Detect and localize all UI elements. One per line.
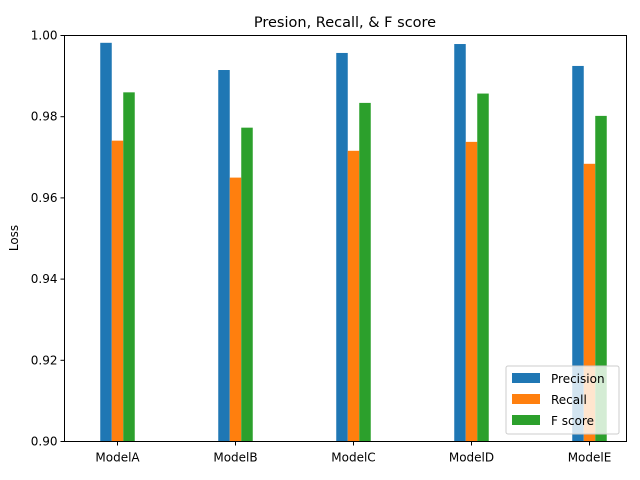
y-tick-label: 0.94 bbox=[31, 272, 58, 286]
bar-f-score-modele bbox=[595, 115, 607, 442]
legend-swatch bbox=[512, 415, 540, 425]
x-tick-label: ModelE bbox=[568, 451, 612, 465]
bar-recall-modele bbox=[583, 163, 596, 442]
bar-recall-modelb bbox=[229, 177, 242, 442]
y-tick-label: 0.92 bbox=[31, 353, 58, 367]
plot-frame bbox=[64, 35, 627, 442]
bar-recall-modeld bbox=[465, 141, 478, 442]
chart-title: Presion, Recall, & F score bbox=[254, 15, 436, 31]
y-tick-label: 0.90 bbox=[31, 435, 58, 449]
y-axis-label: Loss bbox=[7, 225, 21, 251]
legend-swatch bbox=[512, 373, 540, 383]
y-axis-ticks: 0.90 0.92 0.94 0.96 0.98 1.00 bbox=[31, 29, 65, 449]
legend-label: F score bbox=[551, 414, 594, 428]
bar-f-score-modela bbox=[123, 92, 135, 442]
legend-swatch bbox=[512, 394, 540, 404]
bar-f-score-modelb bbox=[241, 127, 253, 442]
y-tick-label: 0.98 bbox=[31, 110, 58, 124]
legend-label: Precision bbox=[551, 372, 605, 386]
x-tick-label: ModelA bbox=[95, 451, 140, 465]
bars-group bbox=[100, 42, 607, 442]
bar-precision-modela bbox=[100, 42, 112, 442]
bar-recall-modela bbox=[111, 140, 124, 442]
bar-f-score-modeld bbox=[477, 93, 489, 442]
y-tick-label: 0.96 bbox=[31, 191, 58, 205]
bar-f-score-modelc bbox=[359, 102, 371, 442]
bar-precision-modelc bbox=[336, 52, 348, 442]
legend-label: Recall bbox=[551, 393, 587, 407]
bar-precision-modeld bbox=[454, 44, 466, 442]
x-tick-label: ModelC bbox=[331, 451, 375, 465]
x-tick-label: ModelD bbox=[449, 451, 494, 465]
y-tick-label: 1.00 bbox=[31, 29, 58, 43]
bar-precision-modele bbox=[572, 65, 584, 442]
x-tick-label: ModelB bbox=[213, 451, 257, 465]
bar-recall-modelc bbox=[347, 150, 360, 442]
bar-precision-modelb bbox=[218, 70, 230, 442]
legend: Precision Recall F score bbox=[505, 365, 620, 435]
x-axis-ticks: ModelA ModelB ModelC ModelD ModelE bbox=[95, 441, 612, 465]
